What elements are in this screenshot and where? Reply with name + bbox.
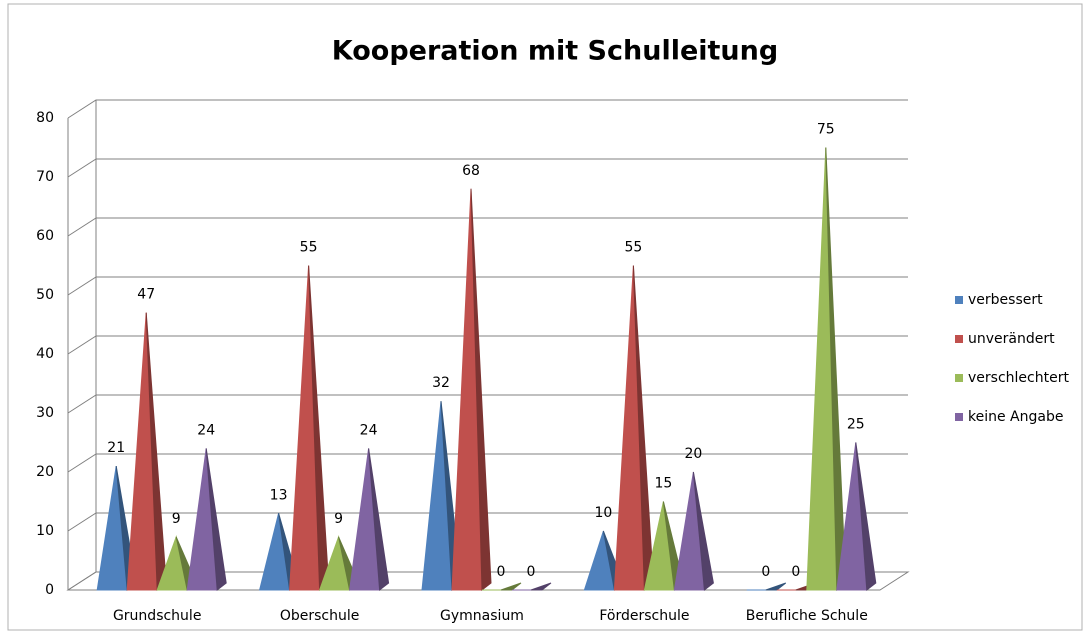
chart-title: Kooperation mit Schulleitung <box>332 36 778 67</box>
pyramid-side <box>855 442 877 591</box>
pyramid <box>126 312 167 591</box>
pyramid <box>806 147 847 592</box>
value-label: 9 <box>172 511 181 527</box>
pyramid <box>512 582 552 591</box>
x-tick-label: Förderschule <box>599 608 689 624</box>
value-label: 24 <box>197 422 215 438</box>
value-label: 55 <box>624 240 642 256</box>
y-tick-label: 10 <box>36 523 54 539</box>
grid-line <box>67 99 908 119</box>
value-label: 75 <box>817 122 835 138</box>
pyramid <box>746 582 787 591</box>
pyramid-side <box>692 471 714 591</box>
value-label: 13 <box>270 487 288 503</box>
legend-label: verbessert <box>968 292 1043 308</box>
y-tick-label: 70 <box>36 169 54 185</box>
value-label: 0 <box>761 564 770 580</box>
legend-swatch <box>955 296 963 304</box>
legend-swatch <box>955 374 963 382</box>
value-label: 20 <box>684 446 702 462</box>
chart-border <box>7 3 1083 631</box>
legend-swatch <box>955 335 963 343</box>
value-label: 24 <box>360 422 378 438</box>
value-label: 9 <box>334 511 343 527</box>
pyramid-side <box>765 582 787 591</box>
y-tick-label: 40 <box>36 346 54 362</box>
y-tick-label: 60 <box>36 228 54 244</box>
pyramid-side <box>368 448 390 591</box>
value-label: 32 <box>432 375 450 391</box>
legend-label: keine Angabe <box>968 409 1063 425</box>
value-label: 15 <box>654 476 672 492</box>
y-tick-label: 0 <box>45 582 54 598</box>
y-tick-label: 50 <box>36 287 54 303</box>
value-label: 0 <box>791 564 800 580</box>
value-label: 68 <box>462 163 480 179</box>
value-label: 55 <box>300 240 318 256</box>
legend-label: verschlechtert <box>968 370 1069 386</box>
pyramid <box>482 582 522 591</box>
pyramid <box>451 188 492 592</box>
y-tick-label: 80 <box>36 110 54 126</box>
pyramid <box>289 265 330 591</box>
value-label: 25 <box>847 417 865 433</box>
grid-line <box>67 217 908 237</box>
x-tick-label: Grundschule <box>113 608 201 624</box>
value-label: 21 <box>107 440 125 456</box>
grid-line <box>67 158 908 178</box>
value-label: 10 <box>594 505 612 521</box>
legend-label: unverändert <box>968 331 1055 347</box>
value-label: 47 <box>137 287 155 303</box>
value-label: 0 <box>497 564 506 580</box>
pyramid-side <box>205 448 227 591</box>
pyramid <box>836 442 877 591</box>
pyramid <box>673 471 714 591</box>
y-tick-label: 20 <box>36 464 54 480</box>
pyramid <box>186 448 227 591</box>
pyramid-side <box>470 188 492 592</box>
y-tick-label: 30 <box>36 405 54 421</box>
x-tick-label: Berufliche Schule <box>746 608 868 624</box>
x-tick-label: Oberschule <box>280 608 360 624</box>
grid-line <box>67 276 908 296</box>
value-label: 0 <box>527 564 536 580</box>
pyramid-side <box>530 582 552 591</box>
pyramid-side <box>500 582 522 591</box>
legend-swatch <box>955 413 963 421</box>
pyramid <box>349 448 390 591</box>
x-tick-label: Gymnasium <box>440 608 524 624</box>
